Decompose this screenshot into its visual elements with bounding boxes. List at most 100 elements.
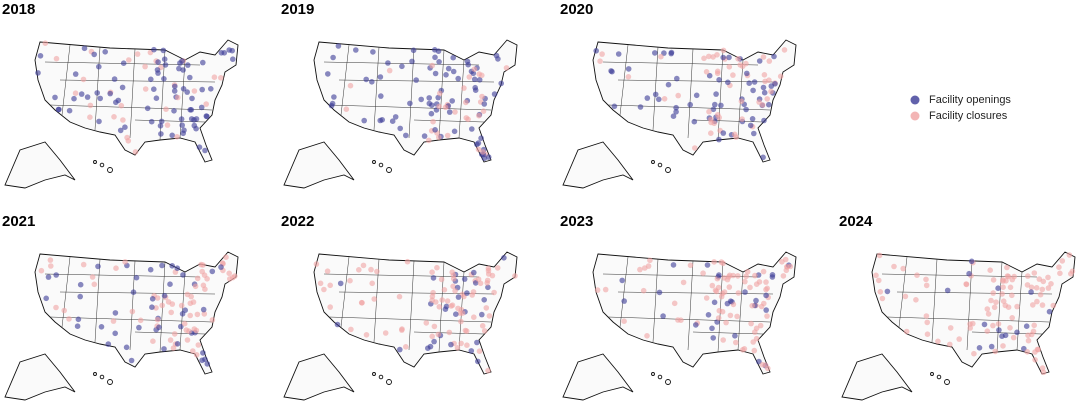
facility-dot bbox=[764, 313, 770, 319]
facility-dot bbox=[368, 266, 374, 273]
facility-dot bbox=[321, 286, 327, 293]
facility-dot bbox=[158, 118, 165, 125]
facility-dot bbox=[72, 71, 79, 77]
facility-dot bbox=[476, 348, 483, 354]
facility-dot bbox=[1030, 328, 1037, 335]
facility-dot bbox=[714, 52, 720, 58]
facility-dot bbox=[999, 291, 1005, 297]
facility-dot bbox=[392, 114, 399, 120]
facility-dot bbox=[227, 276, 233, 282]
facility-dot bbox=[161, 76, 167, 82]
facility-dot bbox=[464, 58, 471, 65]
facility-dot bbox=[112, 330, 118, 337]
facility-dot bbox=[172, 83, 178, 90]
facility-dot bbox=[163, 106, 169, 112]
facility-dot bbox=[495, 56, 501, 62]
facility-dot bbox=[749, 302, 755, 309]
facility-dot bbox=[399, 327, 405, 333]
facility-dot bbox=[52, 94, 58, 101]
facility-dot bbox=[1068, 271, 1074, 277]
facility-dot bbox=[747, 122, 754, 129]
facility-dot bbox=[1037, 291, 1044, 298]
facility-dot bbox=[475, 358, 481, 365]
facility-dot bbox=[647, 257, 653, 264]
facility-dot bbox=[935, 338, 941, 345]
facility-dot bbox=[191, 122, 198, 129]
facility-dot bbox=[476, 77, 483, 83]
facility-dot bbox=[84, 94, 91, 100]
facility-dot bbox=[710, 335, 716, 341]
facility-dot bbox=[704, 262, 711, 268]
facility-dot bbox=[147, 266, 154, 273]
facility-dot bbox=[71, 95, 77, 102]
facility-dot bbox=[763, 292, 769, 299]
facility-dot bbox=[194, 275, 201, 282]
facility-dot bbox=[1010, 334, 1017, 341]
facility-dot bbox=[432, 70, 439, 77]
facility-dot bbox=[1040, 278, 1047, 285]
facility-dot bbox=[218, 264, 224, 270]
facility-dot bbox=[137, 317, 144, 324]
facility-dot bbox=[113, 265, 119, 271]
facility-dot bbox=[987, 267, 993, 273]
facility-dot bbox=[130, 289, 137, 295]
facility-dot bbox=[891, 263, 897, 270]
facility-dot bbox=[430, 118, 436, 125]
facility-dot bbox=[464, 342, 470, 348]
facility-dot bbox=[465, 116, 471, 123]
facility-dot bbox=[644, 333, 650, 339]
map-panel: 2019 bbox=[281, 1, 517, 188]
facility-dot bbox=[42, 40, 49, 46]
facility-dot bbox=[476, 112, 482, 119]
facility-dot bbox=[122, 124, 128, 130]
facility-dot bbox=[726, 284, 733, 290]
facility-dot bbox=[750, 87, 756, 94]
facility-dot bbox=[753, 297, 759, 304]
facility-dot bbox=[187, 312, 193, 319]
facility-dot bbox=[455, 305, 461, 312]
facility-dot bbox=[53, 304, 59, 311]
legend: Facility openings Facility closures bbox=[910, 94, 1011, 122]
facility-dot bbox=[735, 56, 741, 62]
facility-dot bbox=[1050, 302, 1057, 309]
us-map bbox=[563, 252, 796, 400]
facility-dot bbox=[760, 84, 767, 91]
panel-title: 2022 bbox=[281, 213, 314, 230]
facility-dot bbox=[1009, 292, 1015, 299]
facility-dot bbox=[167, 281, 173, 287]
facility-dot bbox=[485, 284, 491, 291]
facility-dot bbox=[403, 344, 409, 350]
facility-dot bbox=[149, 304, 155, 310]
facility-dot bbox=[204, 361, 211, 367]
facility-dot bbox=[744, 269, 751, 275]
facility-dot bbox=[426, 100, 433, 107]
facility-dot bbox=[769, 274, 776, 280]
facility-dot bbox=[1009, 276, 1016, 283]
facility-dot bbox=[159, 302, 165, 309]
facility-dot bbox=[191, 326, 198, 332]
facility-dot bbox=[764, 96, 770, 102]
facility-dot bbox=[781, 47, 788, 53]
facility-dot bbox=[478, 135, 484, 141]
facility-dot bbox=[199, 357, 205, 364]
facility-dot bbox=[731, 131, 738, 138]
facility-dot bbox=[981, 321, 988, 328]
facility-dot bbox=[450, 283, 456, 290]
facility-dot bbox=[752, 272, 758, 279]
facility-dot bbox=[115, 97, 122, 104]
facility-dot bbox=[771, 53, 777, 60]
facility-dot bbox=[720, 54, 726, 61]
facility-dot bbox=[124, 134, 130, 141]
facility-dot bbox=[876, 277, 882, 284]
facility-dot bbox=[202, 147, 208, 154]
facility-dot bbox=[429, 333, 435, 340]
facility-dot bbox=[179, 58, 185, 64]
facility-dot bbox=[751, 347, 758, 354]
facility-dot bbox=[430, 289, 436, 296]
facility-dot bbox=[196, 144, 203, 150]
facility-dot bbox=[642, 265, 648, 271]
facility-dot bbox=[732, 333, 738, 339]
facility-dot bbox=[432, 47, 438, 53]
facility-dot bbox=[992, 348, 998, 355]
facility-dot bbox=[760, 268, 767, 275]
